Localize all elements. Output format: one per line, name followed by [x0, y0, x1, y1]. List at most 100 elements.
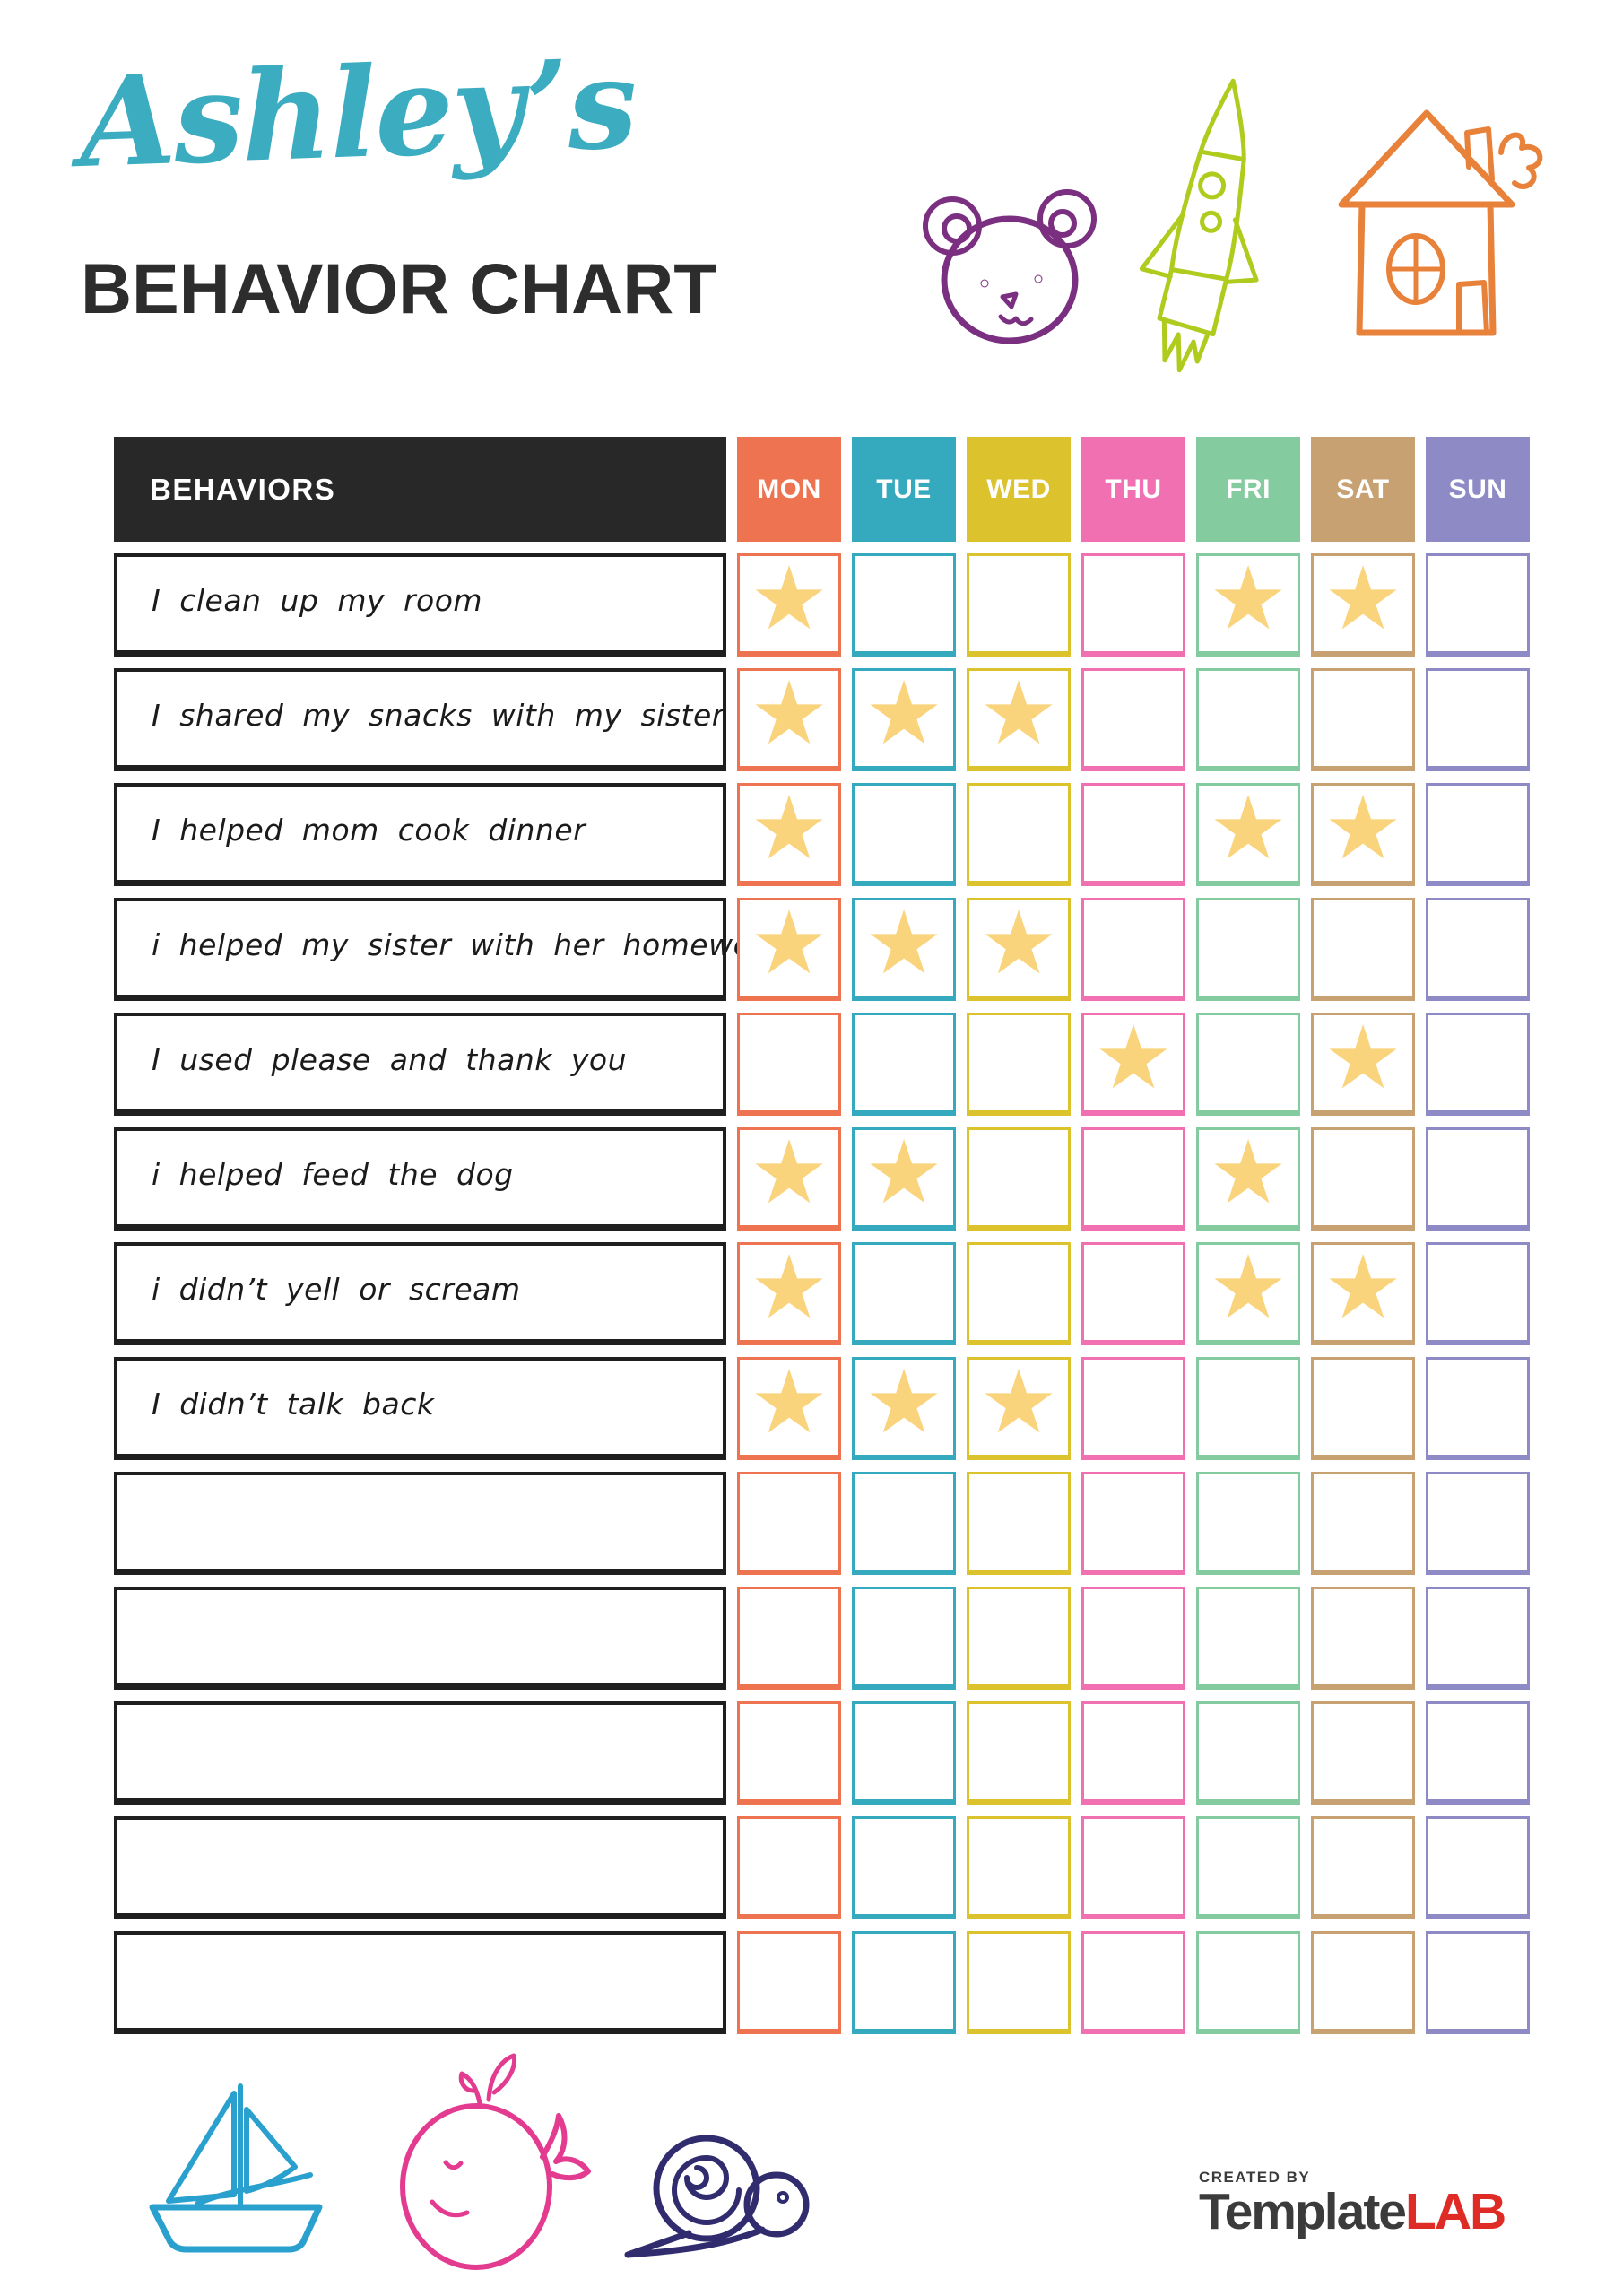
star-cell-tue[interactable]: ★ — [852, 1127, 956, 1231]
star-cell-fri[interactable] — [1196, 1472, 1300, 1575]
star-cell-mon[interactable]: ★ — [737, 898, 841, 1001]
behavior-cell[interactable]: i helped my sister with her homework — [114, 898, 781, 1001]
star-cell-fri[interactable] — [1196, 1816, 1300, 1919]
star-cell-sat[interactable] — [1311, 1357, 1415, 1460]
star-cell-sat[interactable]: ★ — [1311, 1242, 1415, 1345]
behavior-cell[interactable]: I shared my snacks with my sister — [114, 668, 726, 771]
star-cell-thu[interactable] — [1081, 1242, 1185, 1345]
star-cell-sun[interactable] — [1426, 1472, 1530, 1575]
star-cell-mon[interactable] — [737, 1472, 841, 1575]
star-cell-fri[interactable] — [1196, 1013, 1300, 1116]
behavior-cell[interactable]: i didn’t yell or scream — [114, 1242, 726, 1345]
star-cell-tue[interactable] — [852, 1242, 956, 1345]
star-cell-wed[interactable] — [967, 783, 1071, 886]
star-cell-sun[interactable] — [1426, 668, 1530, 771]
star-cell-wed[interactable] — [967, 1587, 1071, 1690]
behavior-cell[interactable]: I didn’t talk back — [114, 1357, 726, 1460]
star-cell-sun[interactable] — [1426, 1357, 1530, 1460]
star-cell-tue[interactable] — [852, 1816, 956, 1919]
star-cell-thu[interactable] — [1081, 1701, 1185, 1805]
star-cell-fri[interactable]: ★ — [1196, 1127, 1300, 1231]
star-cell-mon[interactable] — [737, 1701, 841, 1805]
star-cell-thu[interactable] — [1081, 898, 1185, 1001]
star-cell-sun[interactable] — [1426, 1931, 1530, 2034]
star-cell-thu[interactable] — [1081, 668, 1185, 771]
star-cell-sun[interactable] — [1426, 1242, 1530, 1345]
star-cell-thu[interactable] — [1081, 553, 1185, 657]
star-cell-fri[interactable] — [1196, 1701, 1300, 1805]
star-cell-tue[interactable] — [852, 1587, 956, 1690]
star-cell-mon[interactable]: ★ — [737, 1357, 841, 1460]
star-cell-sun[interactable] — [1426, 1587, 1530, 1690]
star-cell-sat[interactable] — [1311, 1816, 1415, 1919]
star-cell-fri[interactable] — [1196, 668, 1300, 771]
star-cell-thu[interactable]: ★ — [1081, 1013, 1185, 1116]
star-cell-mon[interactable]: ★ — [737, 553, 841, 657]
behavior-cell[interactable] — [114, 1587, 726, 1690]
star-cell-wed[interactable]: ★ — [967, 668, 1071, 771]
star-cell-tue[interactable] — [852, 553, 956, 657]
star-cell-tue[interactable]: ★ — [852, 668, 956, 771]
star-cell-sat[interactable] — [1311, 898, 1415, 1001]
star-cell-sun[interactable] — [1426, 898, 1530, 1001]
star-cell-thu[interactable] — [1081, 1472, 1185, 1575]
star-cell-wed[interactable]: ★ — [967, 898, 1071, 1001]
star-cell-sun[interactable] — [1426, 1701, 1530, 1805]
star-cell-wed[interactable] — [967, 553, 1071, 657]
star-cell-wed[interactable] — [967, 1816, 1071, 1919]
star-cell-fri[interactable] — [1196, 898, 1300, 1001]
star-cell-mon[interactable]: ★ — [737, 1127, 841, 1231]
star-cell-mon[interactable]: ★ — [737, 783, 841, 886]
star-cell-sat[interactable] — [1311, 1701, 1415, 1805]
star-cell-tue[interactable]: ★ — [852, 898, 956, 1001]
star-cell-tue[interactable] — [852, 1013, 956, 1116]
star-cell-sat[interactable]: ★ — [1311, 1013, 1415, 1116]
star-cell-mon[interactable] — [737, 1931, 841, 2034]
star-cell-sat[interactable] — [1311, 1587, 1415, 1690]
star-cell-sat[interactable] — [1311, 668, 1415, 771]
star-cell-mon[interactable] — [737, 1816, 841, 1919]
star-cell-thu[interactable] — [1081, 1931, 1185, 2034]
star-cell-wed[interactable] — [967, 1127, 1071, 1231]
behavior-cell[interactable] — [114, 1701, 726, 1805]
behavior-cell[interactable]: i helped feed the dog — [114, 1127, 726, 1231]
star-cell-sun[interactable] — [1426, 1816, 1530, 1919]
behavior-cell[interactable] — [114, 1816, 726, 1919]
star-cell-thu[interactable] — [1081, 1357, 1185, 1460]
behavior-cell[interactable]: I helped mom cook dinner — [114, 783, 726, 886]
star-cell-sun[interactable] — [1426, 553, 1530, 657]
star-cell-tue[interactable] — [852, 1472, 956, 1575]
star-cell-thu[interactable] — [1081, 783, 1185, 886]
star-cell-fri[interactable]: ★ — [1196, 783, 1300, 886]
star-cell-sun[interactable] — [1426, 1013, 1530, 1116]
behavior-cell[interactable]: I clean up my room — [114, 553, 726, 657]
star-cell-mon[interactable] — [737, 1587, 841, 1690]
star-cell-wed[interactable] — [967, 1242, 1071, 1345]
star-cell-wed[interactable] — [967, 1701, 1071, 1805]
star-cell-thu[interactable] — [1081, 1816, 1185, 1919]
star-cell-wed[interactable] — [967, 1931, 1071, 2034]
star-cell-fri[interactable]: ★ — [1196, 553, 1300, 657]
star-cell-sun[interactable] — [1426, 783, 1530, 886]
star-cell-tue[interactable]: ★ — [852, 1357, 956, 1460]
star-cell-mon[interactable] — [737, 1013, 841, 1116]
star-cell-mon[interactable]: ★ — [737, 668, 841, 771]
behavior-cell[interactable] — [114, 1931, 726, 2034]
star-cell-tue[interactable] — [852, 1701, 956, 1805]
star-cell-wed[interactable] — [967, 1013, 1071, 1116]
star-cell-sat[interactable] — [1311, 1127, 1415, 1231]
star-cell-mon[interactable]: ★ — [737, 1242, 841, 1345]
star-cell-tue[interactable] — [852, 1931, 956, 2034]
star-cell-thu[interactable] — [1081, 1127, 1185, 1231]
star-cell-sat[interactable]: ★ — [1311, 783, 1415, 886]
star-cell-fri[interactable] — [1196, 1587, 1300, 1690]
star-cell-wed[interactable] — [967, 1472, 1071, 1575]
star-cell-fri[interactable] — [1196, 1357, 1300, 1460]
star-cell-fri[interactable]: ★ — [1196, 1242, 1300, 1345]
star-cell-sat[interactable] — [1311, 1931, 1415, 2034]
star-cell-sat[interactable] — [1311, 1472, 1415, 1575]
behavior-cell[interactable] — [114, 1472, 726, 1575]
star-cell-sat[interactable]: ★ — [1311, 553, 1415, 657]
star-cell-sun[interactable] — [1426, 1127, 1530, 1231]
star-cell-wed[interactable]: ★ — [967, 1357, 1071, 1460]
